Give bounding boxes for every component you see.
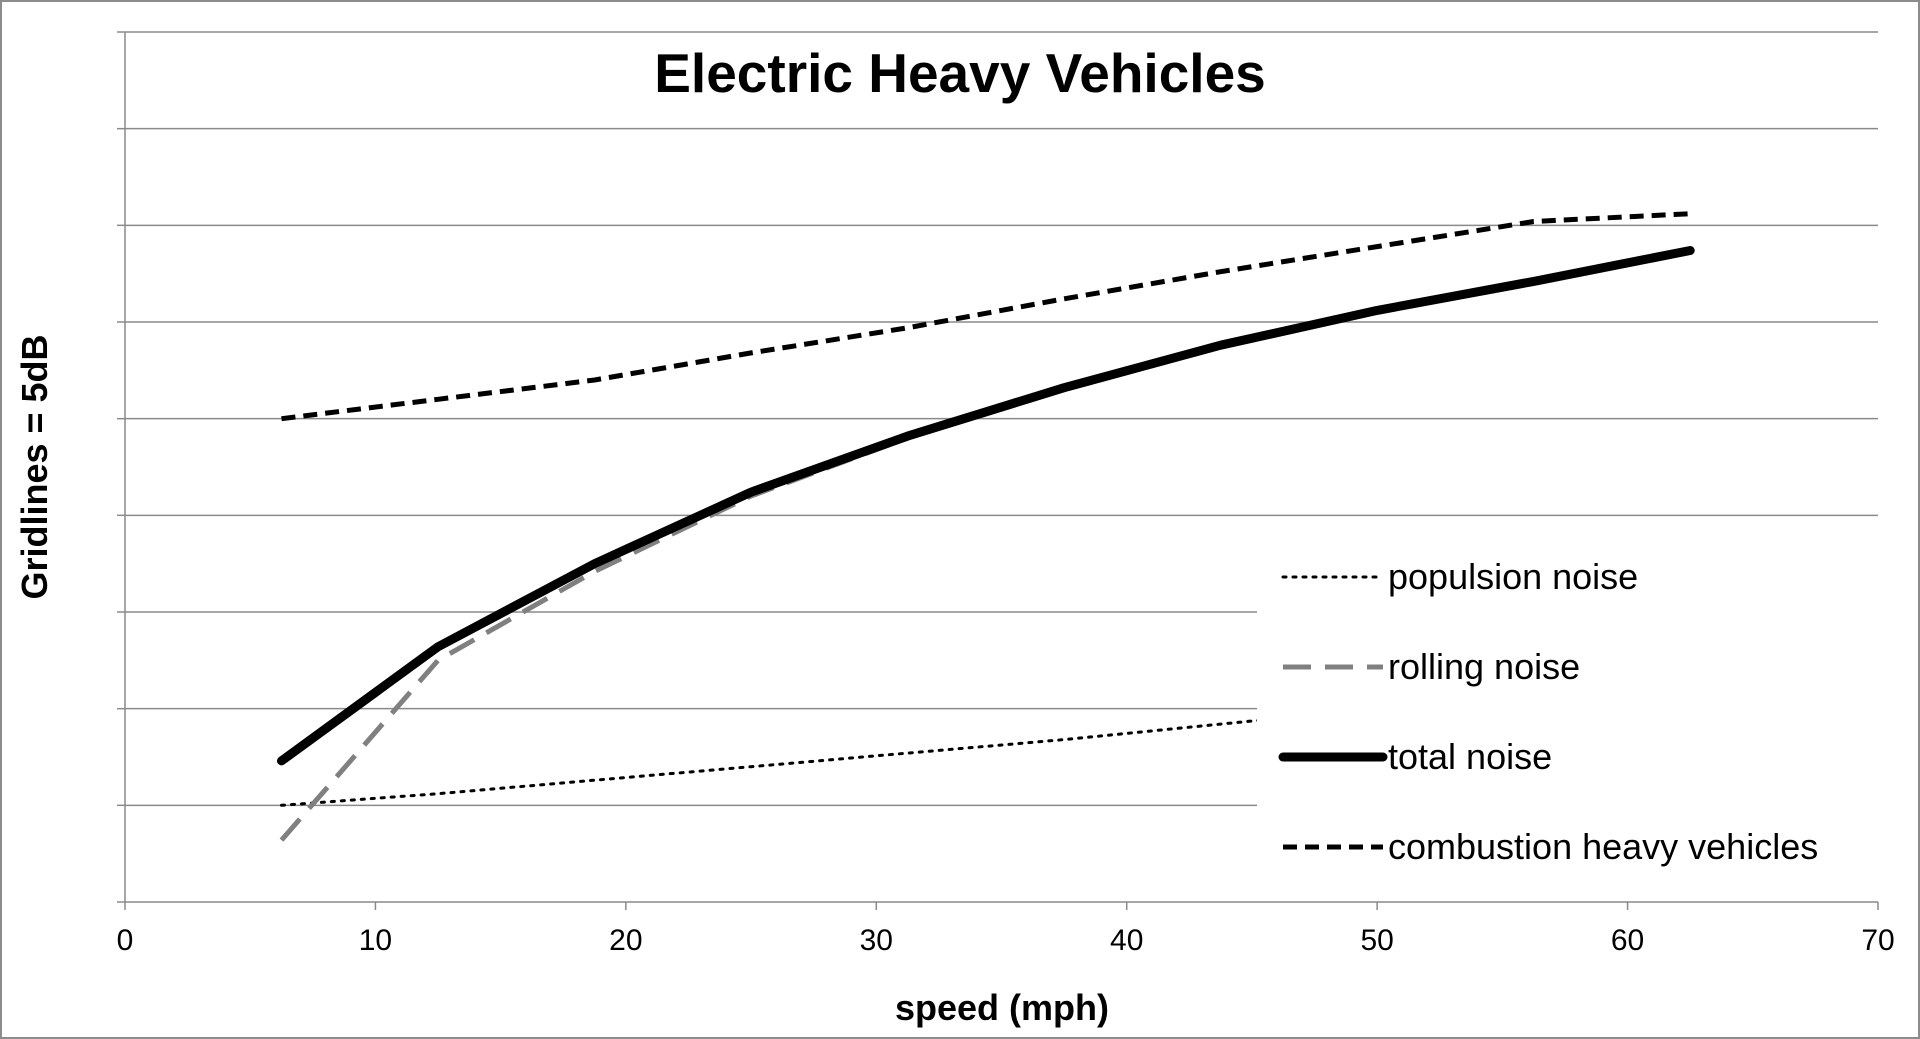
x-tick-label: 60 bbox=[1611, 924, 1644, 957]
x-tick-label: 70 bbox=[1861, 924, 1894, 957]
x-tick-label: 10 bbox=[359, 924, 392, 957]
legend: populsion noise rolling noise total noise c… bbox=[1278, 556, 1818, 867]
axes: 0 10 20 30 40 50 60 70 bbox=[117, 31, 1895, 957]
x-tick-label: 50 bbox=[1360, 924, 1393, 957]
x-axis-title: speed (mph) bbox=[895, 987, 1109, 1028]
legend-label-4: combustion heavy vehicles bbox=[1388, 826, 1818, 867]
x-tick-label: 20 bbox=[609, 924, 642, 957]
x-tick-label: 0 bbox=[117, 924, 134, 957]
legend-background bbox=[1257, 537, 1878, 892]
legend-label-3: total noise bbox=[1388, 736, 1552, 777]
x-tick-label: 40 bbox=[1110, 924, 1143, 957]
series-line-3 bbox=[277, 246, 1695, 766]
x-tick-label: 30 bbox=[860, 924, 893, 957]
series-line-4 bbox=[281, 211, 1691, 422]
y-axis-title: Gridlines = 5dB bbox=[14, 334, 55, 599]
chart-title: Electric Heavy Vehicles bbox=[654, 42, 1266, 104]
legend-label-2: rolling noise bbox=[1388, 646, 1580, 687]
legend-label-1: populsion noise bbox=[1388, 556, 1638, 597]
gridlines bbox=[125, 31, 1878, 807]
